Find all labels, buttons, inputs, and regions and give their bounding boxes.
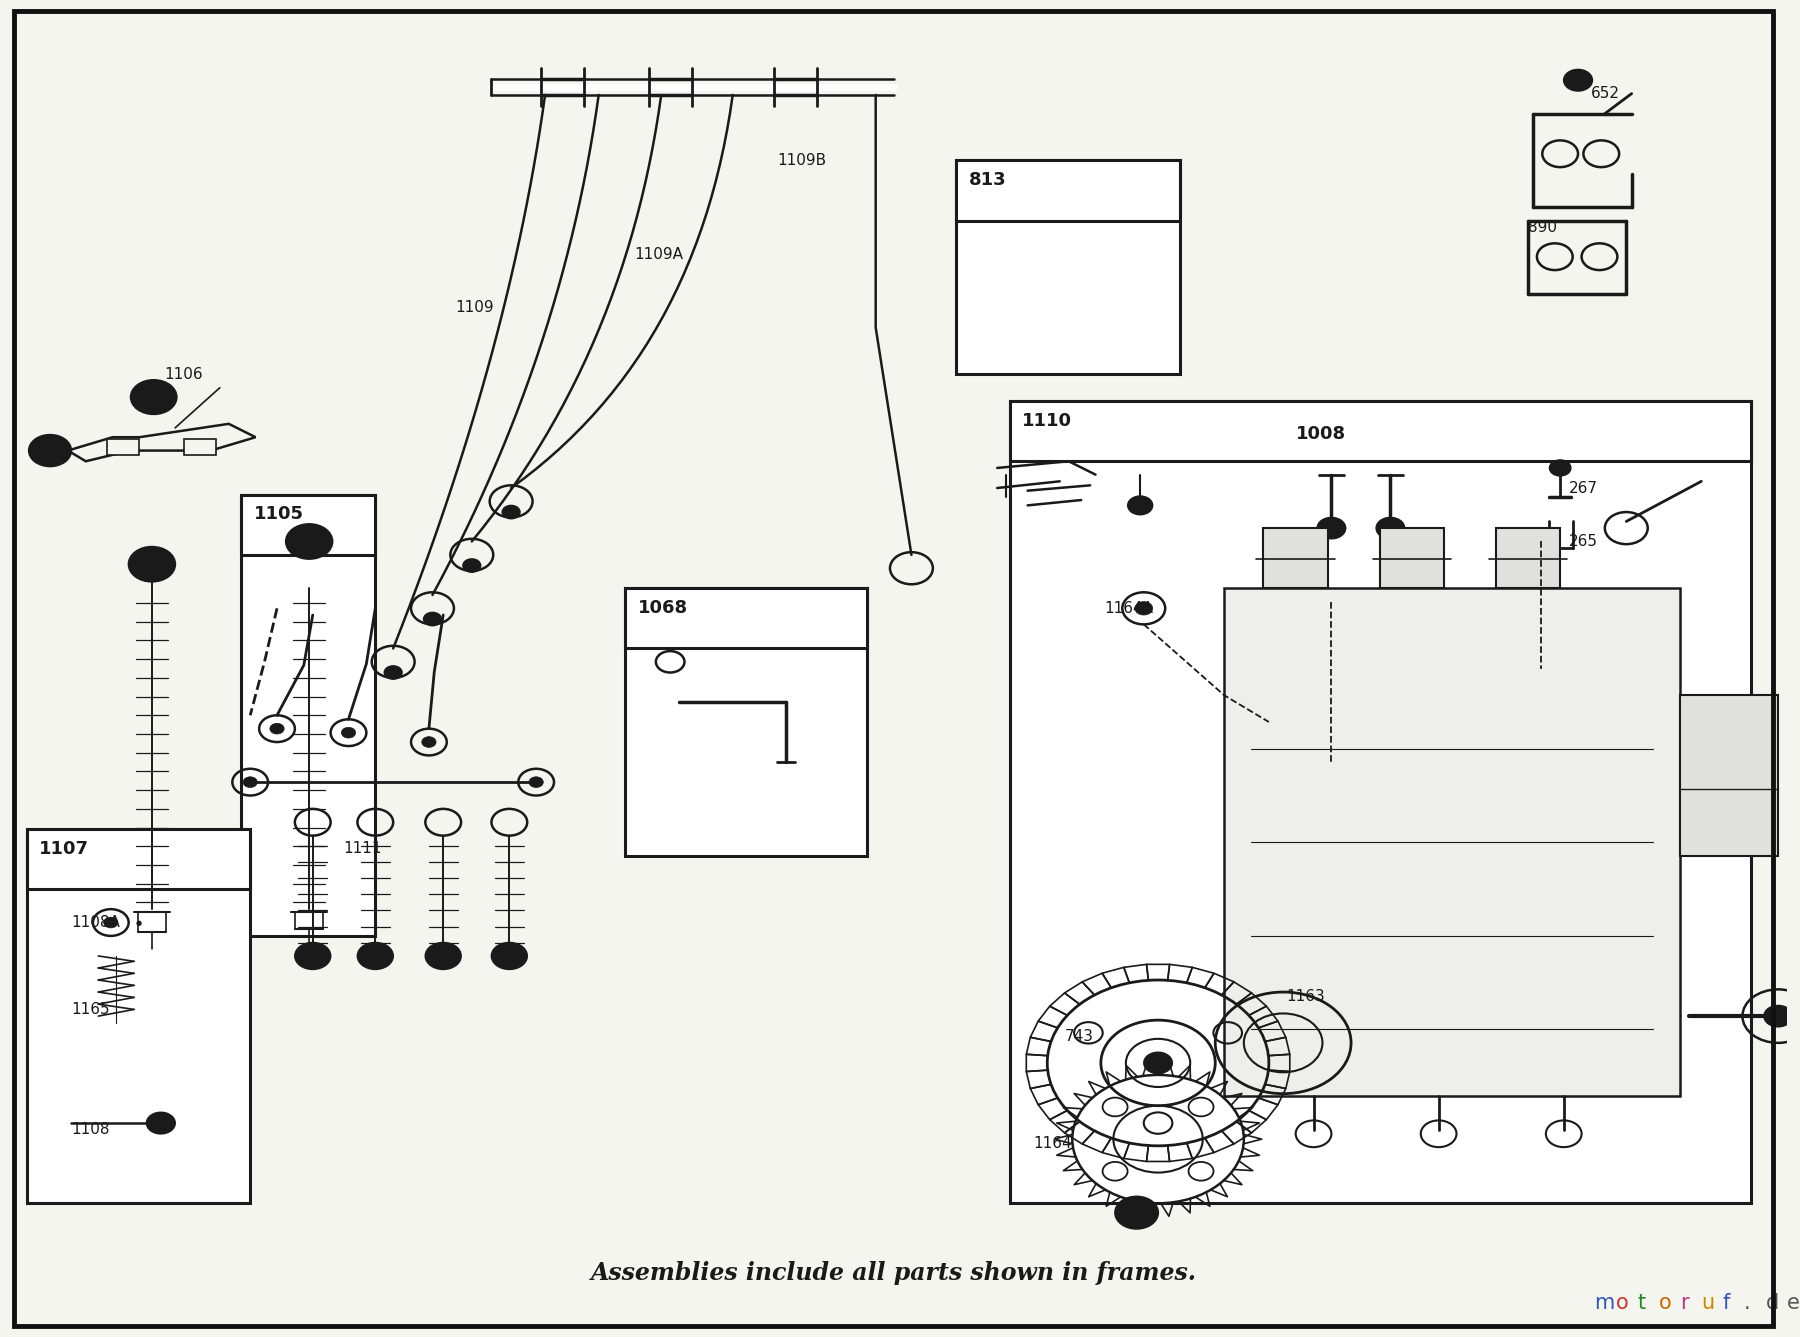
Circle shape	[1764, 1005, 1793, 1027]
Text: 1164A: 1164A	[1105, 600, 1154, 616]
Text: o: o	[1658, 1293, 1670, 1313]
Bar	[956, 160, 1179, 221]
Bar	[1010, 401, 1751, 1203]
Bar	[27, 829, 250, 1203]
Circle shape	[342, 727, 356, 738]
Bar	[1379, 528, 1444, 588]
Bar	[241, 495, 374, 936]
Text: 267: 267	[1570, 480, 1598, 496]
Circle shape	[243, 777, 257, 787]
Circle shape	[1127, 496, 1152, 515]
Circle shape	[270, 723, 284, 734]
Text: u: u	[1701, 1293, 1714, 1313]
Text: 1008: 1008	[1296, 425, 1346, 443]
Text: 1106: 1106	[164, 366, 203, 382]
Circle shape	[423, 612, 441, 626]
Bar	[1496, 528, 1561, 588]
Bar	[27, 829, 250, 889]
Circle shape	[1375, 517, 1404, 539]
Circle shape	[299, 533, 320, 550]
Circle shape	[463, 559, 481, 572]
Circle shape	[104, 917, 119, 928]
Circle shape	[502, 505, 520, 519]
Bar	[1264, 528, 1328, 588]
Circle shape	[130, 380, 176, 414]
Text: 1163: 1163	[1287, 988, 1325, 1004]
Bar	[108, 439, 139, 455]
Circle shape	[295, 943, 331, 969]
Bar	[625, 588, 868, 648]
Text: o: o	[1616, 1293, 1629, 1313]
Circle shape	[29, 435, 72, 467]
Circle shape	[1550, 460, 1571, 476]
Bar	[1679, 695, 1778, 856]
Text: 1108A: 1108A	[72, 915, 121, 931]
Text: f: f	[1723, 1293, 1730, 1313]
Bar	[1283, 414, 1462, 602]
Text: t: t	[1636, 1293, 1645, 1313]
Text: 1109: 1109	[455, 299, 495, 316]
Bar	[625, 588, 868, 856]
Text: 813: 813	[968, 171, 1006, 189]
Text: 1068: 1068	[637, 599, 688, 616]
Bar	[1283, 414, 1462, 475]
Circle shape	[1127, 1206, 1145, 1219]
Circle shape	[128, 547, 175, 582]
Text: 1110: 1110	[1022, 412, 1073, 429]
Circle shape	[1318, 517, 1346, 539]
Text: 743: 743	[1066, 1028, 1094, 1044]
Text: 1109A: 1109A	[634, 246, 684, 262]
Circle shape	[358, 943, 392, 969]
Circle shape	[40, 443, 61, 459]
Text: ●: ●	[135, 920, 142, 925]
Circle shape	[1116, 1197, 1157, 1229]
Text: 265: 265	[1570, 533, 1598, 550]
Circle shape	[425, 943, 461, 969]
Text: .: .	[1744, 1293, 1751, 1313]
Circle shape	[529, 777, 544, 787]
Text: 1105: 1105	[254, 505, 304, 523]
Bar	[184, 439, 216, 455]
Circle shape	[1564, 70, 1593, 91]
Text: 1165: 1165	[72, 1001, 110, 1017]
Text: 652: 652	[1591, 86, 1620, 102]
Circle shape	[140, 388, 166, 406]
Circle shape	[1143, 1052, 1172, 1074]
Text: 890: 890	[1528, 219, 1557, 235]
Circle shape	[491, 943, 527, 969]
Bar	[1224, 588, 1679, 1096]
Text: 1111: 1111	[344, 841, 382, 857]
Text: r: r	[1679, 1293, 1688, 1313]
Text: d: d	[1766, 1293, 1778, 1313]
Bar	[956, 160, 1179, 374]
Circle shape	[146, 1112, 175, 1134]
Text: 1108: 1108	[72, 1122, 110, 1138]
Text: 1107: 1107	[40, 840, 90, 857]
Circle shape	[1134, 602, 1152, 615]
Text: Assemblies include all parts shown in frames.: Assemblies include all parts shown in fr…	[590, 1261, 1197, 1285]
Text: 1164: 1164	[1033, 1135, 1071, 1151]
Bar	[241, 495, 374, 555]
Circle shape	[383, 666, 401, 679]
Circle shape	[421, 737, 436, 747]
Text: 1109B: 1109B	[778, 152, 826, 168]
Text: e: e	[1787, 1293, 1800, 1313]
Text: m: m	[1595, 1293, 1615, 1313]
Circle shape	[286, 524, 333, 559]
Bar	[1010, 401, 1751, 461]
